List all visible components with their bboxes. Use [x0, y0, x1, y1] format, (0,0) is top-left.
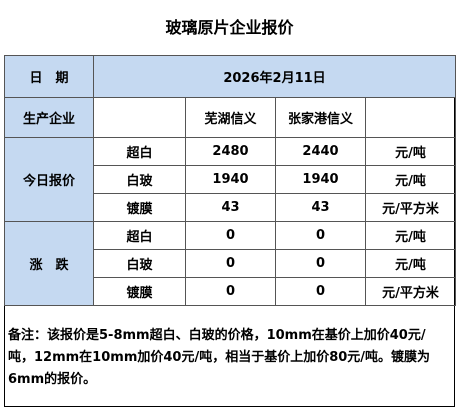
date: 2026年2月11日 — [92, 55, 457, 98]
price: 1940 — [185, 165, 276, 194]
data-row: 今日报价 超白 2480 2440 元/吨 — [4, 137, 457, 222]
company: 张家港信义 — [275, 97, 366, 138]
empty-cell — [364, 97, 457, 138]
price: 1940 — [275, 165, 366, 194]
company: 芜湖信义 — [185, 97, 276, 138]
unit: 元/吨 — [364, 137, 457, 166]
price: 0 — [185, 249, 276, 278]
section-label: 涨 跌 — [4, 221, 94, 306]
product: 白玻 — [93, 249, 186, 278]
note: 备注：该报价是5-8mm超白、白玻的价格，10mm在基价上加价40元/吨，12m… — [8, 328, 431, 387]
product: 超白 — [93, 137, 186, 166]
product: 镀膜 — [93, 193, 186, 222]
unit: 元/吨 — [364, 221, 457, 250]
price-table: 日 期 2026年2月11日 生产企业 芜湖信义 张家港信义 今日报价 超白 248… — [4, 55, 457, 306]
product: 白玻 — [93, 165, 186, 194]
price: 0 — [275, 221, 366, 250]
date-row: 日 期 2026年2月11日 — [4, 55, 457, 98]
unit: 元/平方米 — [364, 193, 457, 222]
product: 镀膜 — [93, 277, 186, 306]
section-label: 今日报价 — [4, 137, 94, 222]
data-row: 涨 跌超白 0 0 元/吨 — [4, 221, 457, 306]
price: 2480 — [185, 137, 276, 166]
unit: 元/吨 — [364, 249, 457, 278]
data-row: 镀膜 0 0 元/平方米 — [5, 277, 457, 306]
price: 43 — [275, 193, 366, 222]
data-row: 白玻 0 0 元/吨 — [5, 249, 457, 278]
unit: 元/吨 — [364, 165, 457, 194]
price: 0 — [185, 277, 276, 306]
empty-cell — [93, 97, 186, 138]
price: 0 — [275, 249, 366, 278]
price: 43 — [185, 193, 276, 222]
company-label: 生产企业 — [4, 97, 94, 138]
price: 2440 — [275, 137, 366, 166]
title: 玻璃原片企业报价 — [165, 18, 294, 37]
price: 0 — [275, 277, 366, 306]
date-label: 日 期 — [4, 55, 94, 98]
table-body: 日 期 2026年2月11日 生产企业 芜湖信义 张家港信义 今日报价 超白 248… — [4, 55, 457, 306]
price: 0 — [185, 221, 276, 250]
unit: 元/平方米 — [364, 277, 457, 306]
company-row: 生产企业 芜湖信义 张家港信义 — [4, 97, 457, 138]
product: 超白 — [93, 221, 186, 250]
